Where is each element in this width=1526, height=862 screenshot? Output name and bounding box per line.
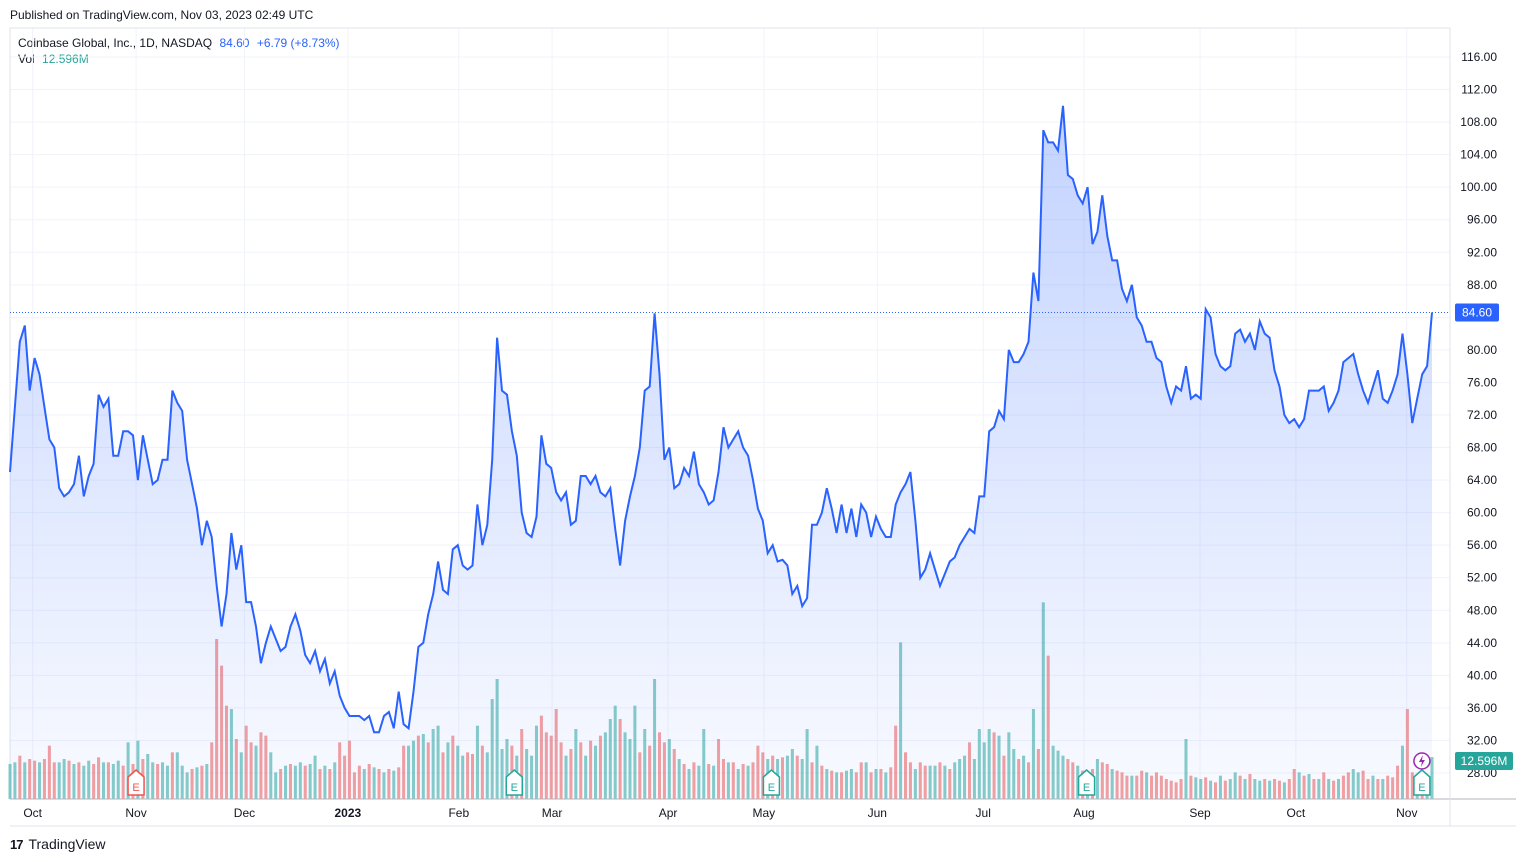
lightning-marker[interactable]	[1413, 752, 1431, 770]
y-tick-label: 68.00	[1467, 441, 1497, 455]
y-tick-label: 32.00	[1467, 733, 1497, 747]
earnings-marker[interactable]: E	[505, 769, 524, 796]
last-price-tag	[1455, 303, 1499, 322]
earnings-badge-icon	[1413, 769, 1431, 796]
y-tick-label: 96.00	[1467, 213, 1497, 227]
earnings-marker[interactable]: E	[1413, 769, 1431, 796]
y-tick-label: 80.00	[1467, 343, 1497, 357]
earnings-badge-icon	[127, 769, 145, 796]
earnings-badge-icon	[1077, 769, 1096, 796]
y-tick-label: 116.00	[1461, 50, 1497, 64]
price-line	[9, 105, 1433, 734]
x-tick-label: Oct	[1287, 806, 1306, 820]
y-tick-label: 88.00	[1467, 278, 1497, 292]
y-tick-label: 112.00	[1461, 83, 1497, 97]
last-price-tag-text: 84.60	[1462, 305, 1492, 319]
x-tick-label: Sep	[1189, 806, 1211, 820]
y-tick-label: 104.00	[1460, 148, 1497, 162]
price-change: +6.79 (+8.73%)	[256, 36, 340, 50]
earnings-label: E	[511, 782, 518, 794]
y-tick-label: 48.00	[1467, 603, 1497, 617]
last-price: 84.60	[219, 36, 250, 50]
legend-row-volume: Vol 12.596M	[18, 51, 340, 67]
earnings-marker[interactable]: E	[1077, 769, 1096, 796]
y-tick-label: 76.00	[1467, 375, 1497, 389]
y-tick-label: 40.00	[1467, 668, 1497, 682]
y-tick-label: 92.00	[1467, 245, 1497, 259]
earnings-label: E	[1083, 782, 1090, 794]
x-tick-label: Jul	[976, 806, 991, 820]
y-tick-label: 108.00	[1460, 115, 1497, 129]
symbol-title[interactable]: Coinbase Global, Inc., 1D, NASDAQ	[18, 36, 213, 50]
axis-tags: 84.60 12.596M	[1455, 303, 1513, 770]
brand-name: TradingView	[28, 836, 106, 852]
x-tick-label: Jun	[868, 806, 887, 820]
x-tick-label: Nov	[125, 806, 146, 820]
y-tick-label: 100.00	[1460, 180, 1497, 194]
earnings-badge-icon	[762, 769, 781, 796]
earnings-label: E	[1418, 782, 1425, 794]
legend-row-symbol: Coinbase Global, Inc., 1D, NASDAQ 84.60 …	[18, 35, 340, 51]
tradingview-brand[interactable]: 17 TradingView	[10, 836, 106, 852]
earnings-label: E	[132, 782, 139, 794]
last-volume-tag-text: 12.596M	[1461, 754, 1508, 768]
x-tick-label: Feb	[448, 806, 469, 820]
x-tick-label: Oct	[23, 806, 42, 820]
published-caption: Published on TradingView.com, Nov 03, 20…	[10, 8, 314, 22]
y-tick-label: 44.00	[1467, 636, 1497, 650]
y-tick-label: 56.00	[1467, 538, 1497, 552]
x-tick-label: Aug	[1073, 806, 1094, 820]
x-tick-label: Mar	[542, 806, 563, 820]
earnings-marker[interactable]: E	[762, 769, 781, 796]
x-tick-label: 2023	[334, 806, 361, 820]
earnings-label: E	[768, 782, 775, 794]
x-tick-label: Apr	[659, 806, 678, 820]
x-tick-label: Dec	[234, 806, 255, 820]
x-tick-label: Nov	[1396, 806, 1417, 820]
earnings-marker[interactable]: E	[127, 769, 145, 796]
y-tick-label: 52.00	[1467, 571, 1497, 585]
price-axis[interactable]: 116.00 112.00 108.00 104.00 100.00 96.00 92.00…	[1460, 50, 1497, 780]
time-axis[interactable]: Oct Nov Dec 2023 Feb Mar Apr May Jun Jul Aug Sep Oct…	[23, 806, 1417, 820]
tradingview-logo-icon: 17	[10, 836, 24, 852]
volume-label[interactable]: Vol	[18, 52, 35, 66]
y-tick-label: 60.00	[1467, 506, 1497, 520]
last-volume-tag	[1455, 752, 1513, 770]
earnings-badge-icon	[505, 769, 524, 796]
chart-legend: Coinbase Global, Inc., 1D, NASDAQ 84.60 …	[18, 35, 340, 67]
y-tick-label: 36.00	[1467, 701, 1497, 715]
lightning-bolt-icon	[1418, 755, 1425, 767]
volume-value: 12.596M	[42, 52, 89, 66]
y-tick-label: 64.00	[1467, 473, 1497, 487]
price-chart[interactable]: 116.00 112.00 108.00 104.00 100.00 96.00 92.00…	[0, 0, 1526, 830]
x-tick-label: May	[753, 806, 776, 820]
y-tick-label: 72.00	[1467, 408, 1497, 422]
